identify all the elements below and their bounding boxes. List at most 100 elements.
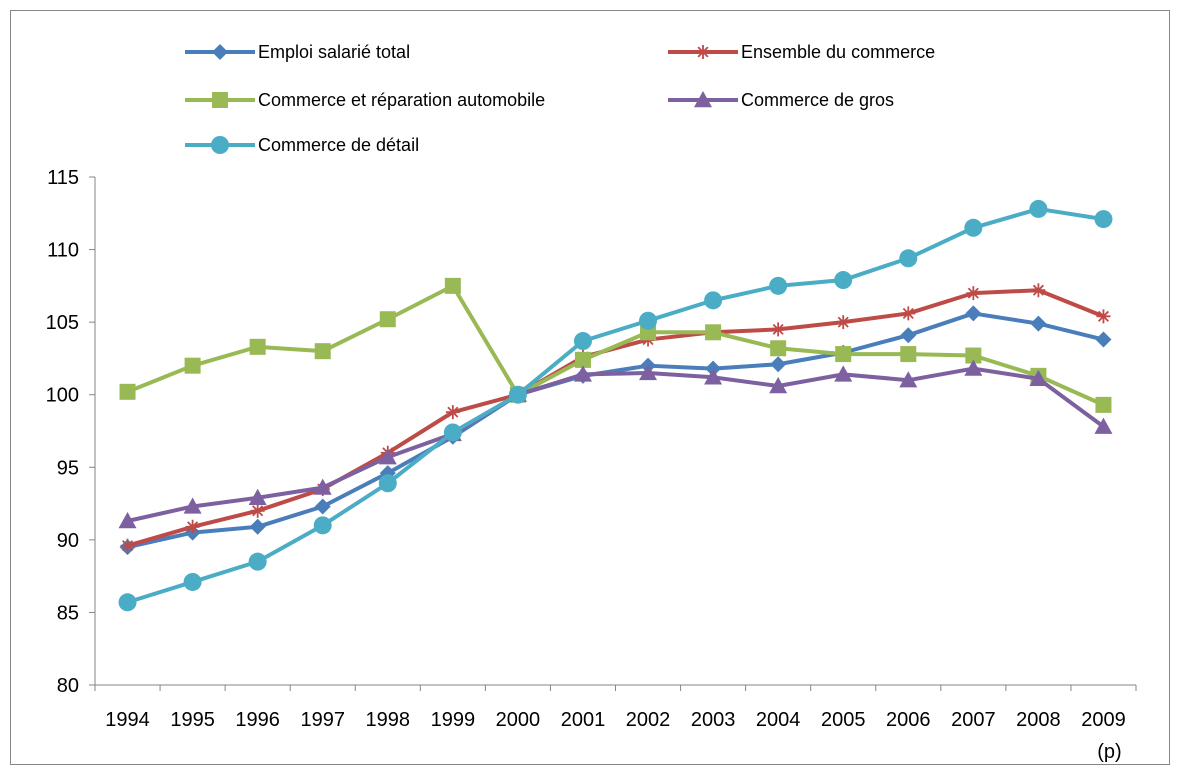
legend-item-commerce-de-detail: Commerce de détail [185,135,419,155]
data-point-commerce-de-gros [834,365,853,382]
series-group [118,199,1113,612]
data-point-emploi-salarie-total [314,498,331,515]
x-tick-label: 2007 [951,709,996,731]
data-point-commerce-de-gros [118,511,137,529]
x-tick-sublabel: (p) [1097,741,1121,763]
data-point-commerce-et-reparation-automobile [965,347,982,364]
x-tick-label: 1994 [105,709,150,731]
legend-item-commerce-et-reparation-automobile: Commerce et réparation automobile [185,90,545,110]
legend-marker-ensemble-du-commerce [696,45,710,59]
legend-item-ensemble-du-commerce: Ensemble du commerce [668,42,935,62]
data-point-ensemble-du-commerce [445,405,460,420]
data-point-commerce-de-detail [378,474,397,493]
data-point-emploi-salarie-total [249,518,266,535]
legend-label-ensemble-du-commerce: Ensemble du commerce [741,42,935,62]
data-point-commerce-et-reparation-automobile [770,340,787,357]
legend-marker-emploi-salarie-total [212,44,228,60]
data-point-commerce-de-gros [704,368,723,385]
x-tick-label: 1997 [300,709,345,731]
series-emploi-salarie-total [119,305,1112,556]
x-tick-label: 2003 [691,709,736,731]
series-commerce-de-detail [118,199,1113,612]
data-point-ensemble-du-commerce [966,286,981,301]
data-point-commerce-de-detail [118,593,137,612]
x-tick-label: 2006 [886,709,931,731]
data-point-ensemble-du-commerce [901,306,916,321]
series-line-commerce-et-reparation-automobile [125,283,1106,407]
data-point-commerce-de-gros [313,478,332,495]
data-point-commerce-de-gros [378,448,397,465]
data-point-emploi-salarie-total [770,356,787,373]
legend-item-commerce-de-gros: Commerce de gros [668,90,894,110]
data-point-commerce-de-gros [899,371,918,388]
x-tick-label: 2001 [561,709,606,731]
data-point-commerce-et-reparation-automobile [379,311,396,328]
data-point-commerce-et-reparation-automobile [1095,396,1112,413]
data-point-commerce-de-gros [248,488,267,505]
series-line-commerce-de-gros [125,366,1106,523]
legend-marker-commerce-et-reparation-automobile [212,92,228,108]
y-tick-label: 100 [46,385,79,407]
data-point-commerce-de-detail [899,249,918,268]
data-point-commerce-et-reparation-automobile [314,343,331,360]
legend-label-commerce-de-gros: Commerce de gros [741,90,894,110]
data-point-ensemble-du-commerce [771,322,786,337]
data-point-emploi-salarie-total [1030,315,1047,332]
data-point-commerce-de-gros [573,365,592,382]
x-tick-label: 2004 [756,709,801,731]
data-point-commerce-de-detail [639,311,658,330]
data-point-commerce-de-detail [443,423,462,442]
legend-label-commerce-et-reparation-automobile: Commerce et réparation automobile [258,90,545,110]
data-point-ensemble-du-commerce [836,315,851,330]
x-tick-label: 2009 [1081,709,1126,731]
data-point-commerce-et-reparation-automobile [574,351,591,368]
data-point-commerce-de-detail [508,385,527,404]
data-point-commerce-de-gros [1029,369,1048,386]
data-point-commerce-de-detail [769,276,788,295]
data-point-commerce-de-gros [639,363,658,381]
data-point-ensemble-du-commerce [250,503,265,518]
data-point-commerce-et-reparation-automobile [705,324,722,341]
y-tick-label: 115 [47,167,79,189]
data-point-emploi-salarie-total [965,305,982,322]
series-line-ensemble-du-commerce [125,288,1106,548]
data-point-commerce-de-detail [573,332,592,351]
data-point-commerce-de-detail [248,552,267,571]
data-point-emploi-salarie-total [1095,331,1112,348]
data-point-ensemble-du-commerce [120,538,135,553]
data-point-commerce-et-reparation-automobile [184,357,201,374]
x-tick-label: 2008 [1016,709,1061,731]
legend-label-commerce-de-detail: Commerce de détail [258,135,419,155]
x-tick-label: 1996 [235,709,280,731]
x-tick-label: 2000 [496,709,541,731]
data-point-commerce-et-reparation-automobile [444,277,461,294]
data-point-commerce-et-reparation-automobile [249,338,266,355]
legend: Emploi salarié total Ensemble du commerce… [185,42,935,155]
series-commerce-et-reparation-automobile [119,277,1112,413]
data-point-commerce-de-gros [183,497,202,514]
chart-frame [10,10,1170,765]
legend-label-emploi-salarie-total: Emploi salarié total [258,42,410,62]
data-point-commerce-et-reparation-automobile [119,383,136,400]
y-tick-label: 90 [57,530,79,552]
x-tick-label: 1995 [170,709,215,731]
data-point-commerce-de-gros [769,377,788,394]
x-tick-label: 1999 [431,709,476,731]
data-point-commerce-et-reparation-automobile [900,346,917,363]
data-point-commerce-de-detail [313,516,332,535]
axes: 80 85 90 95 100 105 110 115 1994 1995 1996 1997 1998… [46,167,1137,763]
data-point-commerce-de-detail [834,271,853,290]
y-tick-label: 80 [57,675,79,697]
legend-item-emploi-salarie-total: Emploi salarié total [185,42,410,62]
data-point-commerce-de-gros [1094,417,1113,434]
data-point-commerce-de-detail [704,291,723,310]
series-ensemble-du-commerce [120,283,1111,553]
series-commerce-de-gros [118,359,1113,529]
data-point-commerce-de-detail [964,218,983,237]
data-point-commerce-et-reparation-automobile [835,346,852,363]
x-tick-label: 1998 [366,709,411,731]
data-point-ensemble-du-commerce [1096,309,1111,324]
data-point-ensemble-du-commerce [1031,283,1046,298]
y-tick-label: 110 [47,240,79,262]
data-point-commerce-de-detail [1029,199,1048,218]
